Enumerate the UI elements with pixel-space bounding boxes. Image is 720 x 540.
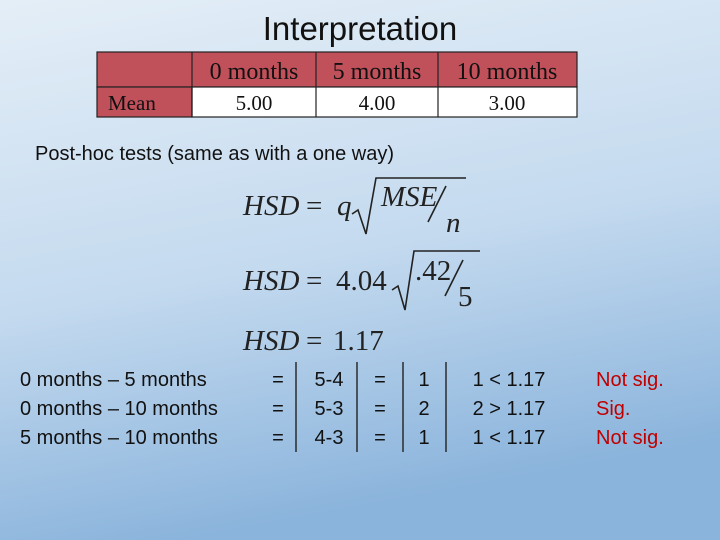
means-table	[96, 51, 578, 118]
sqrt-sign	[391, 250, 480, 311]
comparison-test: 1 < 1.17	[473, 369, 546, 391]
comparison-eq1: =	[272, 427, 284, 449]
comparison-eq1: =	[272, 398, 284, 420]
formula-coef: 4.04	[336, 265, 387, 297]
formula-lhs: HSD	[242, 325, 299, 357]
sqrt-sign	[351, 177, 466, 235]
formula-numerator: .42	[415, 255, 451, 287]
formula-eq: =	[306, 325, 322, 357]
comparison-diff: 4-3	[315, 427, 344, 449]
formula-eq: =	[306, 265, 322, 297]
header-cell: 10 months	[457, 59, 558, 85]
fraction-slash	[427, 185, 447, 223]
cell: 5.00	[236, 91, 273, 115]
row-label-cell	[96, 86, 193, 118]
comparison-verdict: Not sig.	[596, 427, 664, 449]
value-cells	[191, 86, 578, 118]
header-row	[96, 51, 578, 88]
header-cell: 5 months	[333, 59, 422, 85]
formula: HSD = 4.04 .42 5	[242, 250, 480, 313]
fraction-slash	[444, 259, 464, 297]
cell: 4.00	[359, 91, 396, 115]
comparison-pair: 0 months – 10 months	[20, 398, 218, 420]
formula-lhs: HSD	[242, 265, 299, 297]
formula-eq: =	[306, 190, 322, 222]
comparison-eq2: =	[374, 427, 386, 449]
formula-coef: q	[337, 190, 352, 222]
formula-lhs: HSD	[242, 190, 299, 222]
formula: HSD = 1.17	[242, 325, 384, 357]
row-label: Mean	[108, 91, 156, 115]
cell: 3.00	[489, 91, 526, 115]
comparison-diff: 5-4	[315, 369, 344, 391]
comparison-eq2: =	[374, 398, 386, 420]
comparison-verdict: Not sig.	[596, 369, 664, 391]
header-cell: 0 months	[210, 59, 299, 85]
comparison-diff: 5-3	[315, 398, 344, 420]
comparison-pair: 0 months – 5 months	[20, 369, 207, 391]
subtitle: Post-hoc tests (same as with a one way)	[35, 143, 394, 165]
comparison-result: 1	[418, 369, 429, 391]
comparison-verdict: Sig.	[596, 398, 630, 420]
formula-denominator: n	[446, 207, 461, 239]
title: Interpretation	[263, 10, 457, 47]
comparison-table: 0 months – 5 months = 5-4 = 1 1 < 1.17 Not sig…	[20, 362, 664, 452]
formula-numerator: MSE	[380, 181, 438, 213]
comparison-pair: 5 months – 10 months	[20, 427, 218, 449]
formula-denominator: 5	[458, 281, 473, 313]
comparison-result: 2	[418, 398, 429, 420]
comparison-eq2: =	[374, 369, 386, 391]
formula: HSD = q MSE n	[242, 177, 466, 239]
comparison-test: 2 > 1.17	[473, 398, 546, 420]
comparison-eq1: =	[272, 369, 284, 391]
formula-value: 1.17	[333, 325, 384, 357]
comparison-result: 1	[418, 427, 429, 449]
comparison-test: 1 < 1.17	[473, 427, 546, 449]
